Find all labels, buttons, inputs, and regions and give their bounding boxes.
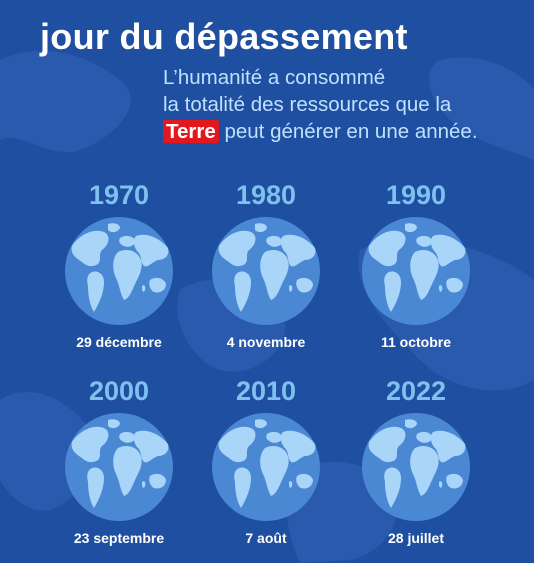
subtitle-line-3-rest: peut générer en une année. [224, 120, 478, 143]
subtitle-line-3: Terre peut générer en une année. [163, 118, 528, 145]
globe-icon [212, 217, 320, 325]
highlight-terre: Terre [163, 120, 219, 143]
date-label: 4 novembre [226, 334, 306, 350]
globe-icon [212, 413, 320, 521]
entry-2022: 2022 28 juillet [341, 376, 491, 546]
entry-1970: 1970 29 décembre [44, 180, 194, 350]
date-label: 28 juillet [387, 530, 445, 546]
year-label: 1980 [235, 180, 297, 210]
date-label: 11 octobre [380, 334, 452, 350]
globe-icon [65, 413, 173, 521]
entry-1990: 1990 11 octobre [341, 180, 491, 350]
date-label: 29 décembre [76, 334, 162, 350]
year-label: 1970 [88, 180, 150, 210]
year-label: 2000 [88, 376, 150, 406]
subtitle-line-1: L’humanité a consommé [163, 66, 386, 89]
date-label: 7 août [245, 530, 287, 546]
subtitle: L’humanité a consommé la totalité des re… [163, 64, 528, 145]
entry-2010: 2010 7 août [191, 376, 341, 546]
year-label: 1990 [385, 180, 447, 210]
date-label: 23 septembre [73, 530, 165, 546]
year-label: 2010 [235, 376, 297, 406]
year-label: 2022 [385, 376, 447, 406]
page-title: jour du dépassement [40, 16, 408, 57]
entry-1980: 1980 4 novembre [191, 180, 341, 350]
globe-icon [362, 413, 470, 521]
subtitle-line-2: la totalité des ressources que la [163, 93, 452, 116]
globe-icon [65, 217, 173, 325]
globe-icon [362, 217, 470, 325]
entry-2000: 2000 23 septembre [44, 376, 194, 546]
